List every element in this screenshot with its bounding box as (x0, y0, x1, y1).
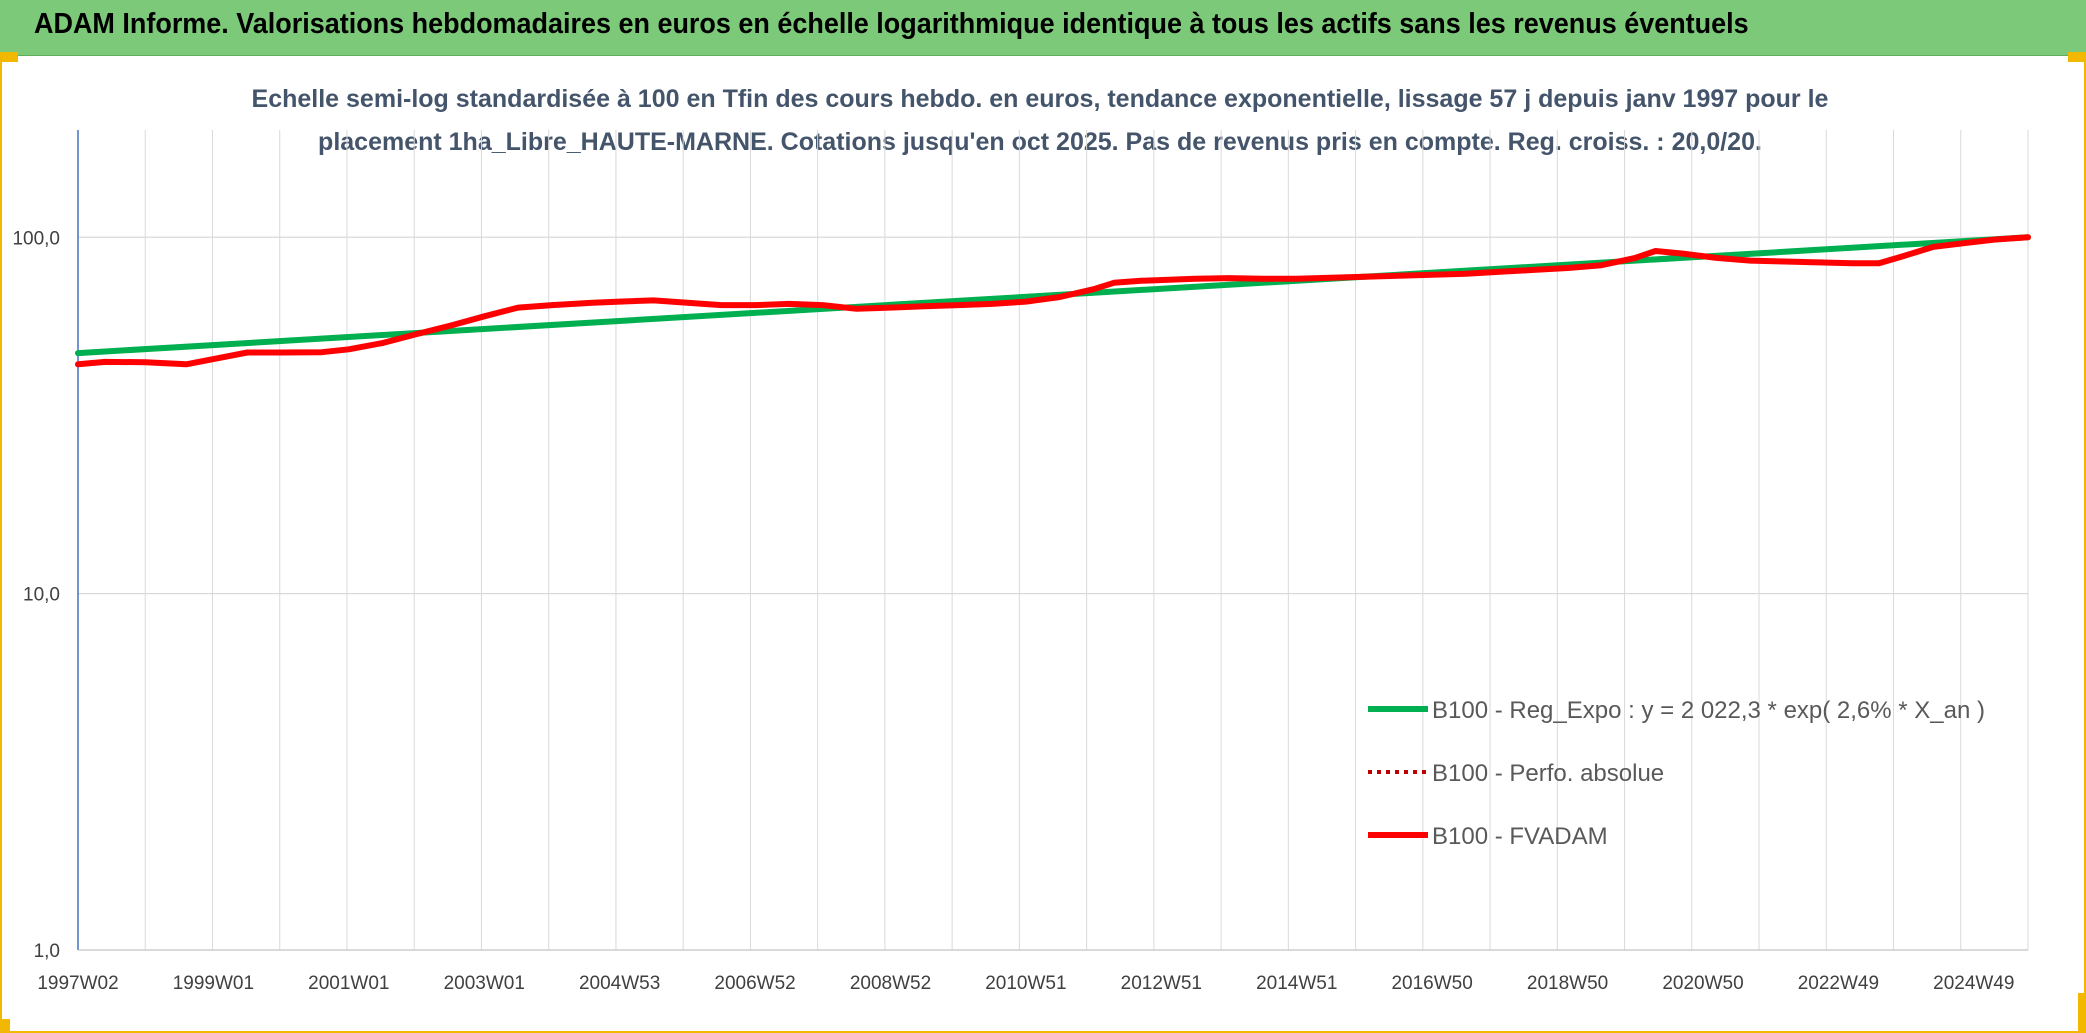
legend-label: B100 - Perfo. absolue (1432, 760, 1664, 787)
x-tick-label: 2012W51 (1121, 973, 1202, 994)
x-tick-label: 2024W49 (1933, 973, 2014, 994)
y-tick-label: 10,0 (23, 585, 60, 606)
x-tick-label: 2018W50 (1527, 973, 1608, 994)
chart-axes: 1,0 10,0 100,0 1997W02 1999W01 2001W01 2003W01… (12, 130, 2028, 994)
legend-label: B100 - FVADAM (1432, 823, 1608, 850)
x-tick-label: 2008W52 (850, 973, 931, 994)
x-tick-label: 2004W53 (579, 973, 660, 994)
frame-corner-top-right (2068, 52, 2086, 62)
x-tick-label: 2010W51 (985, 973, 1066, 994)
x-tick-label: 2016W50 (1391, 973, 1472, 994)
frame-right-border (2084, 56, 2086, 1033)
frame-corner-bottom-right (2078, 993, 2086, 1033)
x-tick-label: 2014W51 (1256, 973, 1337, 994)
x-tick-label: 1997W02 (37, 973, 118, 994)
x-tick-label: 2001W01 (308, 973, 389, 994)
header-title: ADAM Informe. Valorisations hebdomadaire… (34, 8, 1749, 40)
y-tick-label: 100,0 (12, 228, 60, 249)
y-tick-label: 1,0 (34, 941, 60, 962)
series-line-2 (75, 234, 2031, 368)
chart-title-line: Echelle semi-log standardisée à 100 en T… (252, 85, 1829, 113)
x-tick-label: 2006W52 (714, 973, 795, 994)
frame-left-border (0, 56, 2, 1033)
chart-title: Echelle semi-log standardisée à 100 en T… (252, 85, 1829, 156)
frame-corner-top-left (0, 52, 18, 62)
frame-bottom-border (0, 1031, 2086, 1033)
header-bar: ADAM Informe. Valorisations hebdomadaire… (0, 0, 2086, 56)
frame-corner-bottom-left (0, 1019, 10, 1033)
chart-title-line: placement 1ha_Libre_HAUTE-MARNE. Cotatio… (318, 128, 1762, 156)
chart-series (75, 234, 2031, 368)
legend-label: B100 - Reg_Expo : y = 2 022,3 * exp( 2,6… (1432, 697, 1985, 724)
chart-legend: B100 - Reg_Expo : y = 2 022,3 * exp( 2,6… (1368, 697, 1985, 850)
x-tick-label: 2020W50 (1662, 973, 1743, 994)
x-tick-label: 1999W01 (173, 973, 254, 994)
x-tick-label: 2003W01 (444, 973, 525, 994)
x-tick-label: 2022W49 (1798, 973, 1879, 994)
